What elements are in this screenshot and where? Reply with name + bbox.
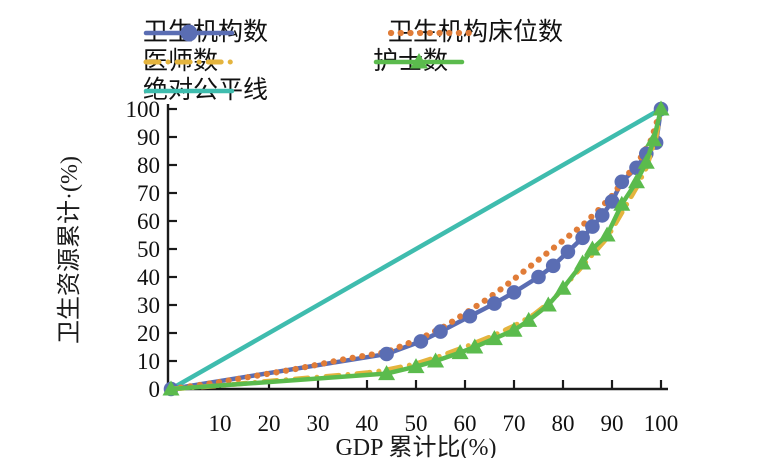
triangle-marker (410, 53, 428, 69)
legend-item-1: 卫生机构床位数 (388, 20, 563, 46)
circle-marker (560, 244, 576, 260)
x-tick-label: 30 (307, 411, 330, 436)
y-tick-label: 30 (137, 293, 160, 318)
y-tick-label: 10 (137, 349, 160, 374)
x-tick-label: 40 (356, 411, 379, 436)
triangle-marker (407, 358, 425, 374)
y-tick-label: 0 (149, 377, 161, 402)
triangle-marker (613, 195, 631, 211)
triangle-marker (162, 380, 180, 396)
triangle-marker (505, 321, 523, 337)
circle-marker (413, 334, 429, 349)
circle-marker (545, 258, 561, 274)
circle-marker (462, 308, 478, 324)
triangle-marker (427, 352, 445, 368)
legend-line-sample-3 (373, 53, 465, 69)
x-tick-label: 10 (209, 411, 232, 436)
y-tick-label: 60 (137, 209, 160, 234)
y-axis-title: 卫生资源累计·(%) (57, 156, 83, 344)
series-line-4 (168, 106, 664, 392)
legend-line-sample-0 (143, 24, 235, 42)
legend-item-0: 卫生机构数 (143, 20, 268, 46)
x-axis-title: GDP 累计比(%) (335, 435, 497, 458)
y-tick-label: 90 (137, 125, 160, 150)
triangle-marker (554, 279, 572, 295)
triangle-marker (598, 226, 616, 242)
x-tick-label: 100 (644, 411, 679, 436)
triangle-marker (485, 330, 503, 346)
legend-item-4: 绝对公平线 (143, 78, 268, 104)
circle-marker (575, 230, 590, 246)
circle-marker (531, 269, 546, 285)
x-tick-label: 50 (405, 411, 428, 436)
circle-marker (614, 174, 630, 190)
circle-marker (379, 346, 394, 362)
triangle-marker (378, 365, 396, 381)
triangle-marker (652, 100, 670, 116)
circle-marker (433, 324, 448, 339)
triangle-marker (539, 296, 557, 312)
legend-line-sample-4 (143, 88, 235, 94)
x-tick-label: 90 (601, 411, 624, 436)
circle-marker (180, 24, 198, 42)
y-tick-label: 40 (137, 265, 160, 290)
series-markers-3 (162, 100, 670, 396)
triangle-marker (645, 131, 663, 147)
triangle-marker (628, 173, 645, 189)
circle-marker (585, 219, 600, 234)
circle-marker (604, 194, 620, 209)
legend-line-sample-1 (388, 29, 480, 37)
x-tick-label: 60 (454, 411, 477, 436)
circle-marker (487, 296, 502, 311)
y-tick-label: 50 (137, 237, 160, 262)
circle-marker (594, 208, 610, 223)
triangle-marker (466, 338, 484, 354)
triangle-marker (583, 240, 601, 256)
series-markers-0 (163, 101, 669, 397)
y-tick-label: 20 (137, 321, 160, 346)
x-tick-label: 80 (552, 411, 575, 436)
legend-line-sample-2 (143, 59, 235, 65)
legend-item-3: 护士数 (373, 49, 465, 75)
triangle-marker (451, 344, 469, 360)
triangle-marker (637, 153, 655, 169)
triangle-marker (520, 311, 538, 327)
y-tick-label: 70 (137, 181, 160, 206)
x-tick-label: 70 (503, 411, 526, 436)
y-tick-label: 80 (137, 153, 160, 178)
legend-item-2: 医师数 (143, 49, 235, 75)
x-tick-label: 20 (258, 411, 281, 436)
triangle-marker (574, 254, 592, 270)
y-tick-label: 100 (126, 97, 161, 122)
circle-marker (506, 285, 522, 300)
